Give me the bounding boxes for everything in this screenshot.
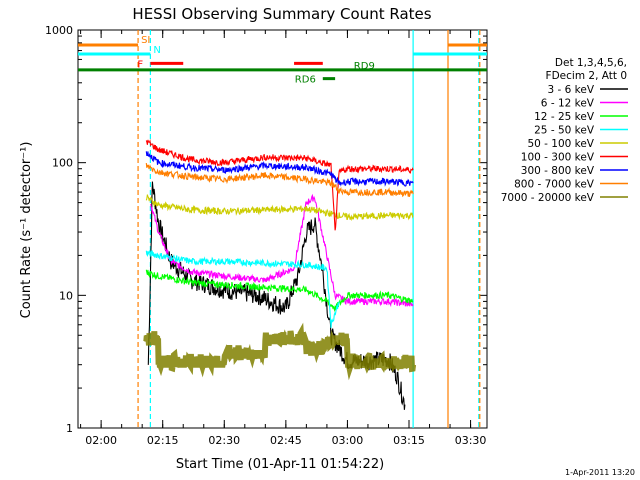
legend-label-100-300-kev: 100 - 300 keV <box>521 152 595 164</box>
x-axis-label: Start Time (01-Apr-11 01:54:22) <box>176 457 384 472</box>
flag-label-si: SI <box>141 35 150 46</box>
plot-frame <box>77 29 488 429</box>
legend-header-line: Det 1,3,4,5,6, <box>555 57 627 69</box>
legend-label-6-12-kev: 6 - 12 keV <box>541 98 595 110</box>
y-tick-label: 1 <box>66 422 73 435</box>
chart-title: HESSI Observing Summary Count Rates <box>132 5 431 23</box>
y-tick-label: 1000 <box>45 24 73 37</box>
legend-label-50-100-kev: 50 - 100 keV <box>527 138 594 150</box>
legend-label-800-7000-kev: 800 - 7000 keV <box>514 179 595 191</box>
series-line-12-25-kev <box>145 269 414 313</box>
legend-label-25-50-kev: 25 - 50 keV <box>534 125 595 137</box>
flag-label-rd9: RD9 <box>354 61 375 72</box>
y-tick-label: 100 <box>52 157 73 170</box>
flag-label-rd6: RD6 <box>295 75 316 86</box>
y-axis: 1 10 100 1000 <box>45 24 487 435</box>
x-tick-label: 02:00 <box>85 434 117 447</box>
footer-date: 1-Apr-2011 13:20 <box>565 468 635 477</box>
x-tick-label: 03:00 <box>332 434 364 447</box>
legend: Det 1,3,4,5,6,FDecim 2, Att 0 3 - 6 keV 6 … <box>501 57 628 204</box>
legend-header-line: FDecim 2, Att 0 <box>546 70 627 82</box>
legend-label-7000-20000-kev: 7000 - 20000 keV <box>501 192 595 204</box>
x-tick-label: 03:30 <box>455 434 487 447</box>
x-tick-label: 02:45 <box>270 434 302 447</box>
series-line-300-800-kev <box>145 151 414 187</box>
series-line-25-50-kev <box>145 250 340 328</box>
data-series <box>143 138 417 410</box>
y-axis-label: Count Rate (s⁻¹ detector⁻¹) <box>19 142 34 319</box>
y-tick-label: 10 <box>59 289 73 302</box>
series-line-50-100-kev <box>145 194 414 222</box>
x-axis: 02:00 02:15 02:30 02:45 03:00 03:15 03:30 <box>80 30 487 447</box>
series-line-100-300-kev <box>145 138 414 231</box>
series-line-7000-20000-kev <box>143 322 417 381</box>
x-tick-label: 02:15 <box>147 434 179 447</box>
flag-label-f: F <box>137 59 143 70</box>
x-tick-label: 03:15 <box>393 434 425 447</box>
series-line-6-12-kev <box>150 193 414 308</box>
series-line-800-7000-kev <box>145 162 414 198</box>
x-tick-label: 02:30 <box>208 434 240 447</box>
legend-label-12-25-kev: 12 - 25 keV <box>534 111 595 123</box>
legend-label-3-6-kev: 3 - 6 keV <box>547 84 594 96</box>
legend-label-300-800-kev: 300 - 800 keV <box>521 165 595 177</box>
flag-label-n: N <box>153 45 160 56</box>
